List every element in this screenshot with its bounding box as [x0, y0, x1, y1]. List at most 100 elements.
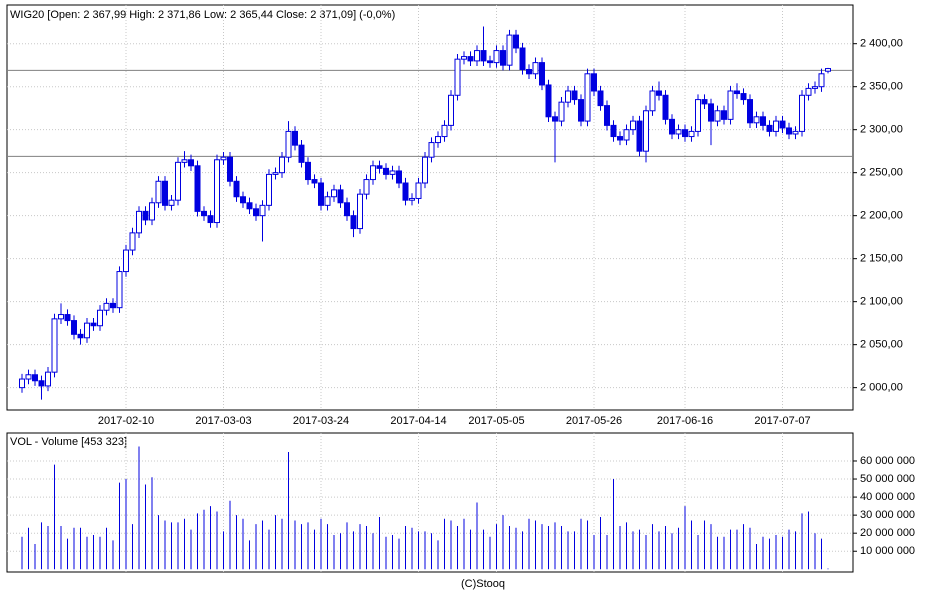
candle-body — [422, 156, 428, 184]
candle-body — [643, 110, 649, 152]
candle-body — [701, 99, 708, 105]
candle-body — [799, 94, 805, 132]
candle-body — [97, 309, 103, 327]
y-tick-label: 2 400,00 — [860, 38, 903, 50]
candle-body — [305, 161, 311, 181]
candle-body — [779, 120, 786, 129]
candle-body — [116, 271, 123, 309]
candle-body — [350, 215, 357, 230]
candle-body — [695, 99, 701, 132]
candle-body — [142, 210, 149, 221]
x-tick-label: 2017-03-03 — [195, 415, 251, 427]
candle-body — [474, 50, 480, 62]
candle-body — [162, 180, 168, 206]
x-tick-label: 2017-05-26 — [566, 415, 622, 427]
candle-body — [545, 84, 552, 118]
x-tick-label: 2017-03-24 — [293, 415, 349, 427]
footer: (C)Stooq — [461, 578, 505, 590]
candle-body — [649, 90, 656, 112]
candle-body — [669, 118, 675, 135]
candle-body — [571, 90, 578, 101]
candle-body — [818, 73, 825, 88]
candle-body — [370, 165, 376, 181]
candle-body — [467, 56, 474, 62]
candle-body — [318, 182, 324, 206]
candle-body — [760, 116, 766, 126]
price-panel — [6, 4, 854, 411]
candle-body — [376, 165, 383, 169]
chart-title: WIG20 [Open: 2 367,99 High: 2 371,86 Low… — [10, 9, 395, 21]
candle-body — [766, 124, 773, 132]
candle-body — [201, 210, 207, 217]
candle-body — [129, 232, 136, 251]
candle-body — [597, 90, 604, 107]
candle-body — [324, 196, 331, 206]
candle-body — [181, 159, 188, 163]
candle-body — [415, 182, 422, 199]
candle-body — [311, 179, 318, 184]
candle-body — [682, 129, 688, 138]
candle-body — [214, 159, 220, 224]
candle-body — [90, 322, 97, 327]
y-tick-label: 2 100,00 — [860, 296, 903, 308]
y-tick-label: 40 000 000 — [860, 491, 915, 503]
candle-body — [506, 34, 513, 66]
volume-title: VOL - Volume [453 323] — [10, 436, 127, 448]
y-tick-label: 2 150,00 — [860, 253, 903, 265]
y-tick-label: 10 000 000 — [860, 545, 915, 557]
candle-body — [734, 90, 740, 95]
candle-body — [721, 110, 727, 120]
candle-body — [103, 302, 110, 311]
candle-body — [279, 156, 285, 174]
candle-body — [149, 202, 155, 221]
candle-body — [688, 130, 695, 138]
volume-panel — [6, 432, 854, 573]
y-tick-label: 50 000 000 — [860, 473, 915, 485]
candle-body — [526, 68, 532, 75]
candle-body — [84, 322, 90, 339]
candle-body — [435, 136, 441, 144]
candle-body — [292, 130, 298, 146]
candle-body — [727, 90, 734, 120]
candle-body — [188, 159, 194, 167]
candle-body — [227, 156, 233, 182]
candle-body — [532, 62, 539, 75]
candle-body — [402, 182, 409, 201]
candle-body — [454, 58, 461, 96]
candle-body — [363, 179, 370, 195]
candle-body — [604, 105, 610, 126]
candle-body — [220, 156, 227, 161]
candle-body — [136, 210, 142, 234]
candle-body — [513, 34, 519, 49]
candle-body — [331, 189, 337, 198]
candle-body — [740, 93, 747, 101]
candle-body — [194, 165, 201, 212]
candle-body — [155, 180, 162, 204]
candle-body — [389, 170, 396, 175]
candle-body — [441, 124, 448, 138]
candle-body — [539, 62, 545, 86]
candle-body — [45, 371, 51, 387]
candle-body — [500, 50, 506, 66]
candle-body — [168, 199, 175, 206]
candle-body — [610, 124, 617, 138]
candle-body — [519, 47, 526, 70]
candle-body — [409, 197, 415, 201]
x-tick-label: 2017-07-07 — [754, 415, 810, 427]
candle-body — [64, 314, 71, 322]
candle-body — [25, 374, 32, 380]
candle-body — [552, 116, 558, 122]
candle-body — [786, 127, 792, 135]
candle-body — [636, 120, 643, 152]
candle-body — [32, 374, 38, 382]
candle-body — [344, 202, 350, 217]
candle-body — [253, 208, 259, 217]
candle-body — [480, 50, 487, 62]
candle-body — [630, 120, 636, 131]
candle-body — [675, 129, 682, 135]
y-tick-label: 20 000 000 — [860, 527, 915, 539]
candle-body — [662, 94, 669, 120]
candle-body — [805, 87, 812, 96]
candle-body — [337, 189, 344, 204]
